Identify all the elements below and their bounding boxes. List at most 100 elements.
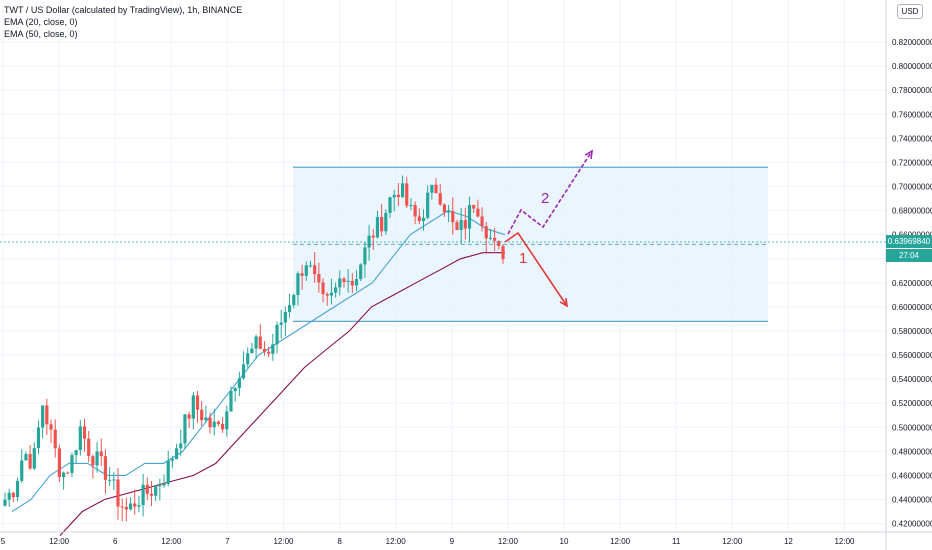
candle-body <box>246 353 250 365</box>
time-tick-label: 9 <box>450 537 455 546</box>
candle-body <box>103 456 108 480</box>
candle-body <box>70 455 74 473</box>
price-tick-label: 0.44000000 <box>892 496 932 505</box>
candle-body <box>200 409 204 421</box>
candle-body <box>488 237 493 239</box>
candle-body <box>313 265 317 275</box>
candle-body <box>216 421 221 424</box>
candle-body <box>451 211 455 223</box>
candle-body <box>41 405 45 428</box>
candle-body <box>3 499 7 506</box>
candle-body <box>258 336 262 349</box>
candle-body <box>396 194 400 198</box>
candle-body <box>241 364 246 379</box>
candle-body <box>162 483 166 486</box>
candle-body <box>325 294 329 296</box>
candle-body <box>61 472 66 478</box>
candle-body <box>233 388 237 392</box>
time-tick-label: 12:00 <box>49 537 70 546</box>
candle-body <box>7 492 11 500</box>
candle-body <box>317 274 321 283</box>
price-tick-label: 0.48000000 <box>892 447 932 456</box>
time-tick-label: 6 <box>113 537 118 546</box>
ema20-legend[interactable]: EMA (20, close, 0) <box>4 17 78 27</box>
time-tick-label: 12:00 <box>273 537 294 546</box>
candle-body <box>296 273 300 296</box>
time-tick-label: 8 <box>337 537 342 546</box>
candle-body <box>191 395 195 419</box>
candle-body <box>145 484 149 494</box>
time-tick-label: 10 <box>560 537 569 546</box>
time-tick-label: 12:00 <box>834 537 855 546</box>
arrow-scenario-2-head <box>584 149 593 160</box>
time-tick-label: 12:00 <box>610 537 631 546</box>
candle-body <box>497 240 501 246</box>
price-tick-label: 0.50000000 <box>892 423 932 432</box>
candle-body <box>66 472 70 474</box>
projection-arrows <box>504 149 593 308</box>
candle-body <box>493 237 497 241</box>
time-tick-label: 12:00 <box>722 537 743 546</box>
time-tick-label: 11 <box>672 537 681 546</box>
last-price-tag: 0.63969840 <box>886 235 932 248</box>
chart-legend: TWT / US Dollar (calculated by TradingVi… <box>4 4 242 40</box>
bar-countdown: 27:04 <box>886 249 932 262</box>
candle-body <box>267 351 271 354</box>
scenario-1-label: 1 <box>519 250 527 267</box>
time-tick-label: 12:00 <box>498 537 519 546</box>
price-tick-label: 0.76000000 <box>892 110 932 119</box>
candle-body <box>212 421 216 428</box>
price-tick-label: 0.72000000 <box>892 158 932 167</box>
candle-body <box>476 208 480 217</box>
candle-body <box>321 282 325 295</box>
candle-body <box>116 479 120 507</box>
candle-body <box>99 451 103 457</box>
candle-body <box>426 192 430 218</box>
candle-body <box>112 479 116 481</box>
candles <box>3 175 505 522</box>
price-axis[interactable]: 0.42000000 0.44000000 0.46000000 0.48000000… <box>892 38 932 528</box>
price-tick-label: 0.54000000 <box>892 375 932 384</box>
price-tick-label: 0.52000000 <box>892 399 932 408</box>
candle-body <box>74 450 78 456</box>
candle-body <box>166 460 170 484</box>
ema50-legend[interactable]: EMA (50, close, 0) <box>4 29 78 39</box>
candle-body <box>363 247 367 265</box>
ema50-path <box>59 252 505 536</box>
candle-body <box>254 336 258 349</box>
candle-body <box>384 212 388 232</box>
candle-body <box>501 245 505 260</box>
price-tick-label: 0.58000000 <box>892 327 932 336</box>
candle-body <box>87 438 91 457</box>
candle-body <box>179 443 183 449</box>
candle-body <box>11 492 15 498</box>
candle-body <box>421 217 426 222</box>
candle-body <box>287 305 292 313</box>
symbol-title[interactable]: TWT / US Dollar (calculated by TradingVi… <box>4 5 243 15</box>
candle-body <box>275 324 279 345</box>
candle-body <box>400 183 405 198</box>
candle-body <box>463 220 467 229</box>
candle-body <box>250 348 254 354</box>
candle-body <box>57 448 62 478</box>
candle-body <box>158 485 162 487</box>
price-tick-label: 0.60000000 <box>892 303 932 312</box>
price-tick-label: 0.74000000 <box>892 134 932 143</box>
currency-label[interactable]: USD <box>897 4 923 19</box>
time-tick-label: 5 <box>1 537 6 546</box>
candle-body <box>480 216 484 227</box>
candle-body <box>342 278 346 283</box>
candle-body <box>271 344 275 354</box>
candle-body <box>438 193 442 205</box>
candle-body <box>225 411 229 430</box>
candle-body <box>472 204 476 209</box>
time-axis[interactable]: 5 12:00 6 12:00 7 12:00 8 12:00 9 12:00 10 12:00 11 1… <box>1 537 855 546</box>
candle-body <box>108 479 112 481</box>
time-tick-label: 12:00 <box>386 537 407 546</box>
candle-body <box>208 417 212 428</box>
ema20-path <box>11 209 506 512</box>
price-tick-label: 0.62000000 <box>892 279 932 288</box>
candle-body <box>446 211 451 213</box>
candle-body <box>49 424 53 430</box>
